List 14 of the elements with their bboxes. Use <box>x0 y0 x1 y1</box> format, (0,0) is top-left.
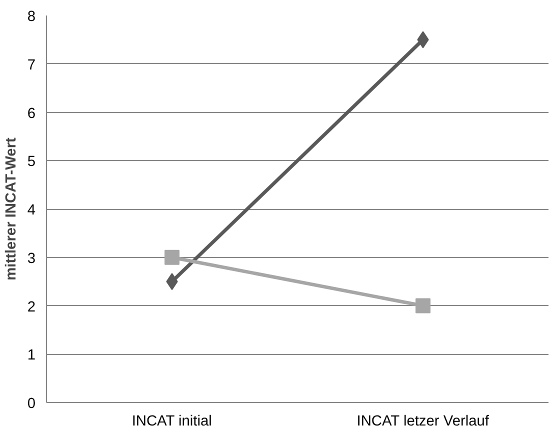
y-tick-label: 0 <box>27 396 36 412</box>
x-tick-label: INCAT initial <box>132 414 212 430</box>
point <box>416 298 430 314</box>
y-axis-title: mittlerer INCAT-Wert <box>3 137 20 280</box>
y-tick-label: 5 <box>27 154 36 170</box>
y-tick-label: 6 <box>27 106 36 122</box>
y-tick-label: 7 <box>27 57 36 74</box>
y-tick-label: 2 <box>27 299 36 316</box>
point <box>164 250 180 265</box>
y-tick-label: 1 <box>27 348 36 364</box>
y-tick-label: 8 <box>27 9 36 25</box>
y-tick-label: 3 <box>27 250 36 267</box>
x-tick-label: INCAT letzer Verlauf <box>356 414 490 430</box>
y-tick-label: 4 <box>27 202 36 218</box>
